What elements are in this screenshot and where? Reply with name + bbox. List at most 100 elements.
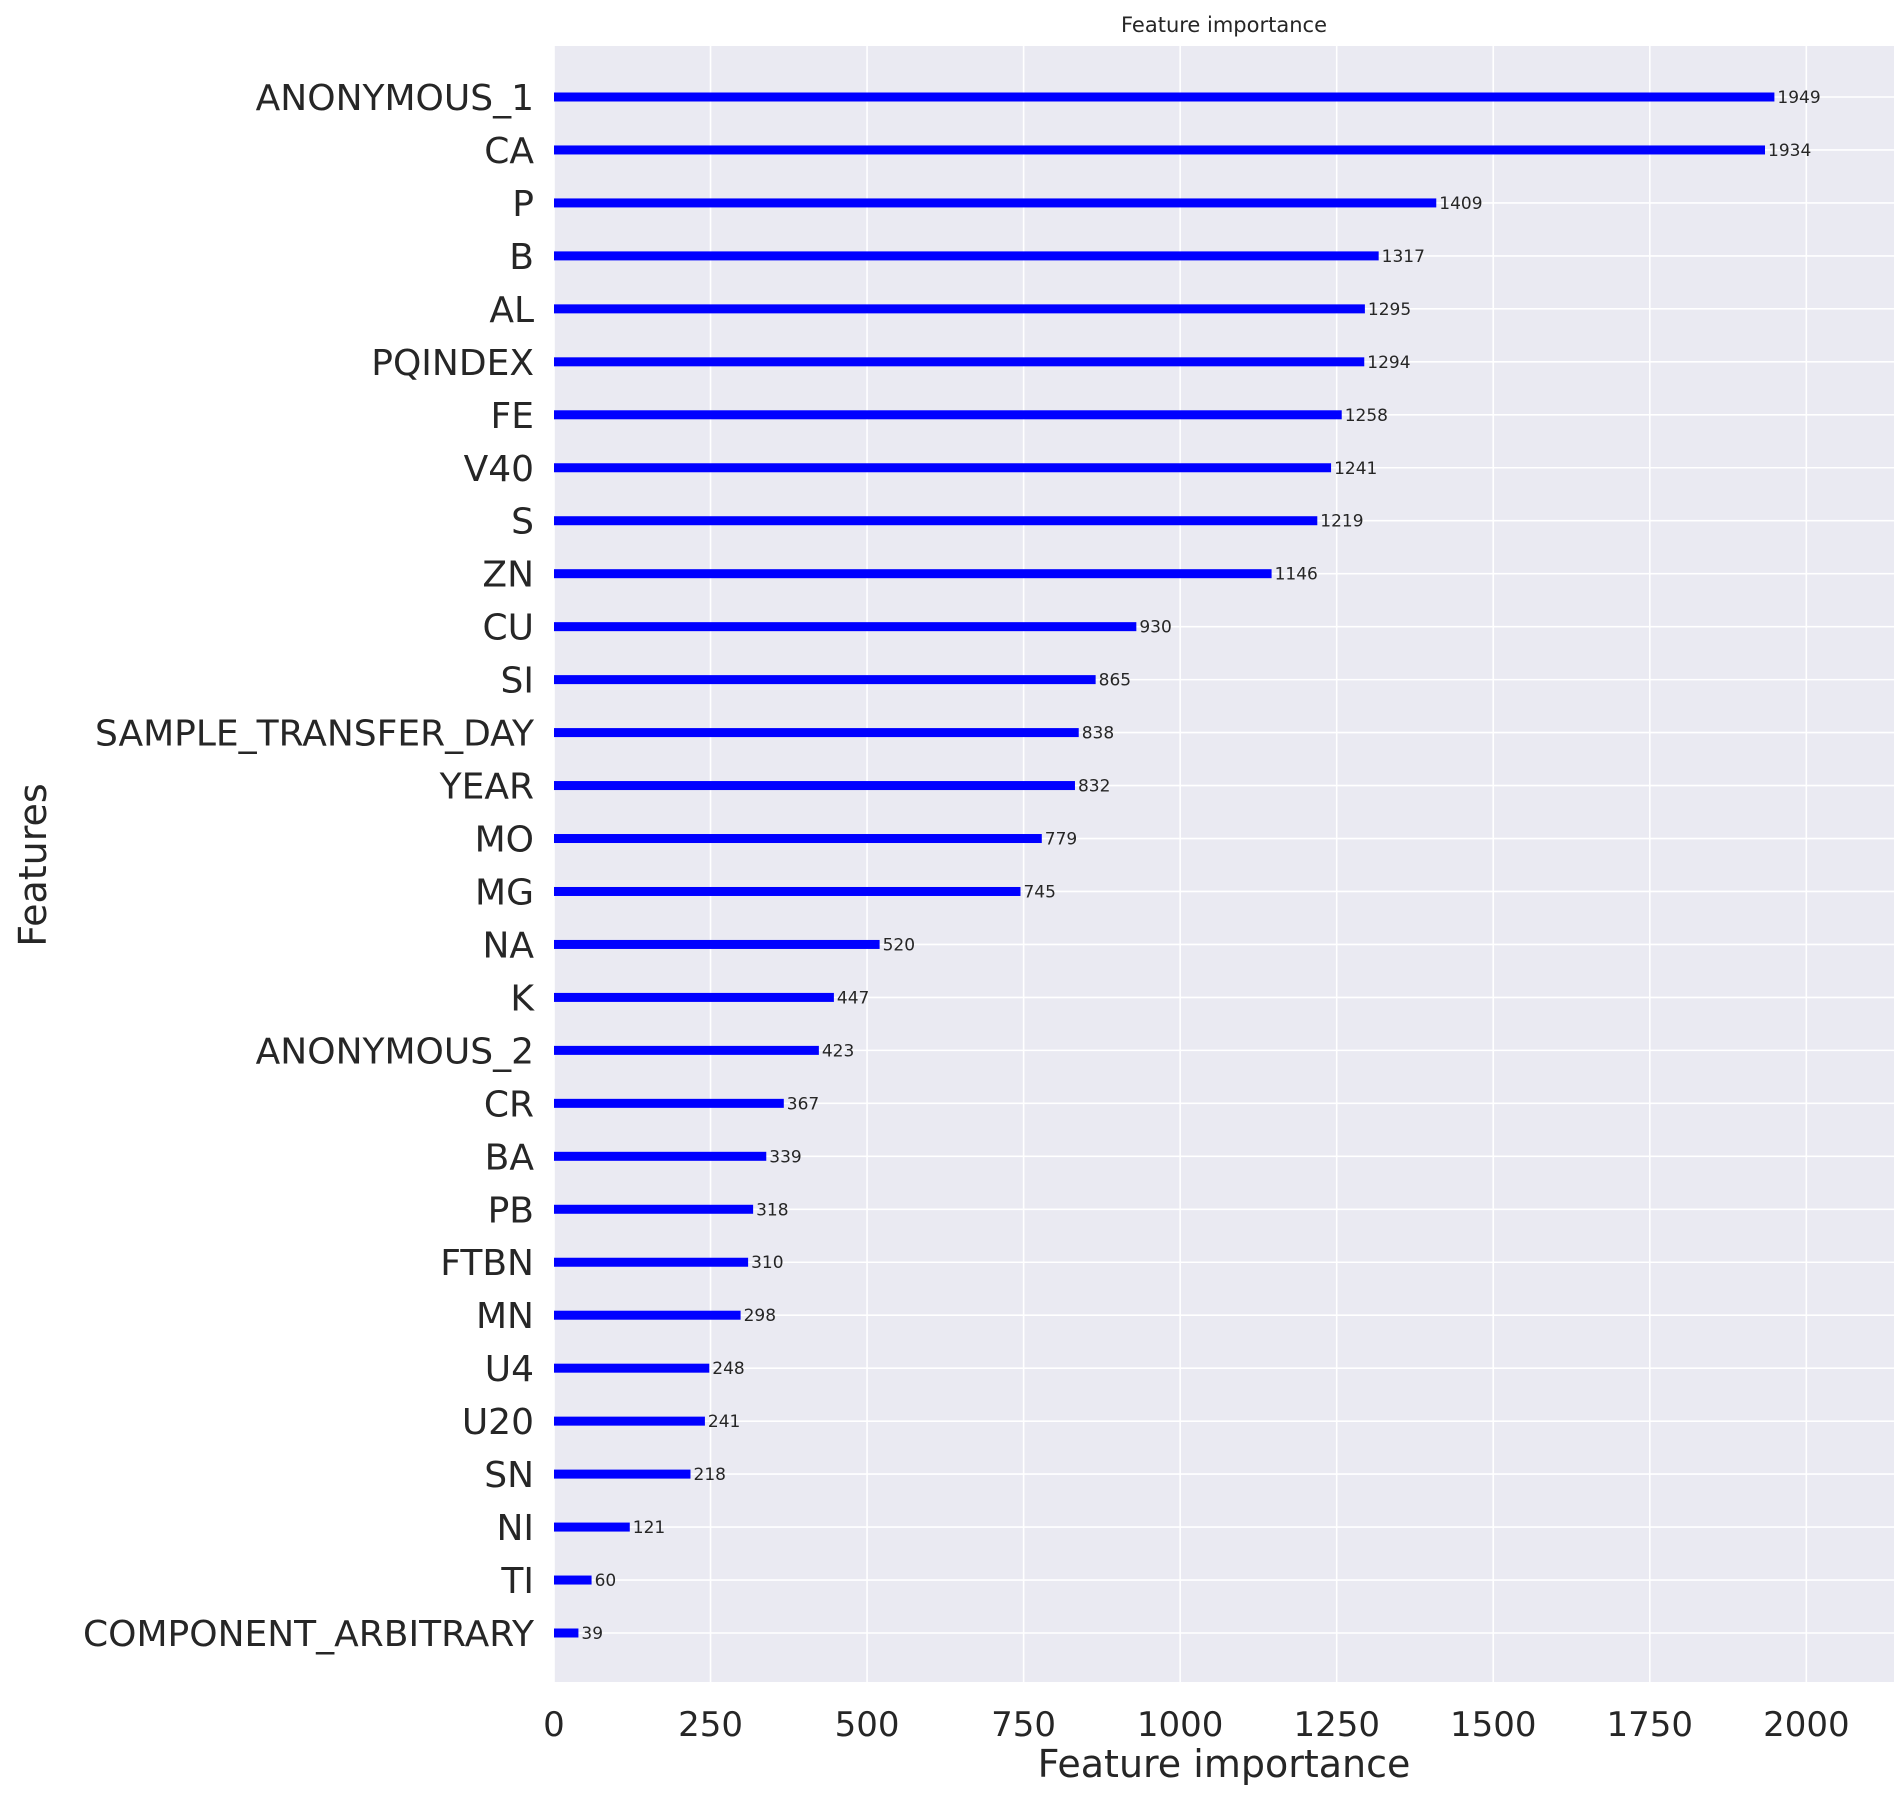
y-tick-label: SN bbox=[484, 1455, 534, 1496]
bars bbox=[554, 92, 1775, 1638]
data-label: 1949 bbox=[1777, 88, 1820, 108]
data-label: 248 bbox=[712, 1359, 744, 1379]
chart-title: Feature importance bbox=[1121, 13, 1327, 37]
y-tick-label: YEAR bbox=[439, 767, 534, 808]
bar bbox=[554, 1628, 579, 1638]
data-label: 39 bbox=[581, 1624, 603, 1644]
x-tick-label: 0 bbox=[543, 1705, 565, 1745]
bar bbox=[554, 463, 1332, 473]
data-label: 1934 bbox=[1768, 141, 1811, 161]
y-tick-label: PQINDEX bbox=[371, 343, 534, 384]
data-label: 1409 bbox=[1439, 194, 1482, 214]
x-tick-label: 1000 bbox=[1137, 1705, 1224, 1745]
bar bbox=[554, 675, 1096, 685]
bar bbox=[554, 1416, 705, 1426]
bar bbox=[554, 886, 1021, 896]
y-tick-label: B bbox=[509, 237, 534, 278]
y-tick-label: AL bbox=[489, 290, 534, 331]
x-tick-label: 2000 bbox=[1763, 1705, 1850, 1745]
plot-area bbox=[554, 46, 1894, 1682]
y-tick-label: P bbox=[512, 184, 534, 225]
x-tick-label: 750 bbox=[991, 1705, 1056, 1745]
bar bbox=[554, 251, 1379, 261]
x-axis-label: Feature importance bbox=[1038, 1742, 1411, 1786]
y-tick-label: SI bbox=[501, 661, 534, 702]
data-label: 447 bbox=[837, 988, 869, 1008]
data-label: 838 bbox=[1082, 724, 1114, 744]
data-label: 832 bbox=[1078, 777, 1110, 797]
bar bbox=[554, 1522, 630, 1532]
y-tick-label: TI bbox=[500, 1561, 534, 1602]
y-tick-label: NA bbox=[482, 925, 534, 966]
bar bbox=[554, 569, 1272, 579]
bar bbox=[554, 834, 1042, 844]
data-label: 1294 bbox=[1367, 353, 1410, 373]
y-tick-label: V40 bbox=[464, 449, 534, 490]
y-tick-label: ANONYMOUS_1 bbox=[256, 78, 534, 119]
data-label: 423 bbox=[822, 1041, 854, 1061]
data-label: 60 bbox=[595, 1571, 617, 1591]
data-label: 339 bbox=[769, 1147, 801, 1167]
data-label: 930 bbox=[1139, 618, 1171, 638]
data-label: 121 bbox=[633, 1518, 665, 1538]
data-labels: 1949 1934 1409 1317 1295 1294 1258 1241 1219 1146… bbox=[581, 88, 1820, 1644]
bar bbox=[554, 1257, 749, 1267]
data-label: 1146 bbox=[1275, 565, 1318, 585]
data-label: 520 bbox=[883, 935, 915, 955]
y-tick-label: CA bbox=[484, 131, 534, 172]
y-tick-label: U20 bbox=[462, 1402, 534, 1443]
y-tick-label: CR bbox=[484, 1084, 534, 1125]
data-label: 865 bbox=[1099, 671, 1131, 691]
data-label: 241 bbox=[708, 1412, 740, 1432]
bar bbox=[554, 1310, 741, 1320]
data-label: 1295 bbox=[1368, 300, 1411, 320]
bar bbox=[554, 992, 834, 1002]
y-tick-label: MO bbox=[475, 820, 534, 861]
x-tick-label: 250 bbox=[678, 1705, 743, 1745]
bar bbox=[554, 1151, 767, 1161]
data-label: 1219 bbox=[1320, 512, 1363, 532]
x-tick-label: 500 bbox=[835, 1705, 900, 1745]
y-tick-label: S bbox=[511, 502, 534, 543]
data-label: 367 bbox=[787, 1094, 819, 1114]
y-tick-labels: ANONYMOUS_1 CA PB AL PQINDEX FE V40 S ZN CU SI SAMP… bbox=[83, 78, 535, 1655]
bar bbox=[554, 728, 1079, 738]
y-tick-label: FE bbox=[491, 396, 534, 437]
data-label: 1258 bbox=[1345, 406, 1388, 426]
data-label: 298 bbox=[744, 1306, 776, 1326]
bar bbox=[554, 198, 1437, 208]
x-tick-label: 1250 bbox=[1293, 1705, 1380, 1745]
data-label: 318 bbox=[756, 1200, 788, 1220]
bar bbox=[554, 1469, 691, 1479]
y-tick-label: K bbox=[510, 978, 535, 1019]
bar bbox=[554, 92, 1775, 102]
bar bbox=[554, 145, 1766, 155]
y-tick-label: CU bbox=[483, 608, 535, 649]
bar bbox=[554, 781, 1075, 791]
x-tick-labels: 0 250 500 750 1000 1250 1500 1750 2000 bbox=[543, 1705, 1849, 1745]
data-label: 1241 bbox=[1334, 459, 1377, 479]
bar bbox=[554, 1363, 710, 1373]
bar bbox=[554, 1045, 819, 1055]
bar bbox=[554, 1575, 592, 1585]
data-label: 745 bbox=[1023, 882, 1055, 902]
data-label: 310 bbox=[751, 1253, 783, 1273]
y-tick-label: NI bbox=[496, 1508, 534, 1549]
bar bbox=[554, 1204, 754, 1214]
y-tick-label: SAMPLE_TRANSFER_DAY bbox=[95, 714, 535, 755]
bar bbox=[554, 410, 1342, 420]
bar bbox=[554, 1098, 784, 1108]
y-tick-label: PB bbox=[488, 1190, 534, 1231]
bar bbox=[554, 622, 1137, 632]
bar bbox=[554, 516, 1318, 526]
y-tick-label: U4 bbox=[485, 1349, 534, 1390]
y-tick-label: FTBN bbox=[440, 1243, 534, 1284]
bar bbox=[554, 939, 880, 949]
y-tick-label: ANONYMOUS_2 bbox=[256, 1031, 534, 1072]
bar bbox=[554, 357, 1365, 367]
data-label: 1317 bbox=[1382, 247, 1425, 267]
bar bbox=[554, 304, 1365, 314]
y-tick-label: MG bbox=[475, 872, 534, 913]
data-label: 218 bbox=[694, 1465, 726, 1485]
y-tick-label: COMPONENT_ARBITRARY bbox=[83, 1614, 535, 1655]
